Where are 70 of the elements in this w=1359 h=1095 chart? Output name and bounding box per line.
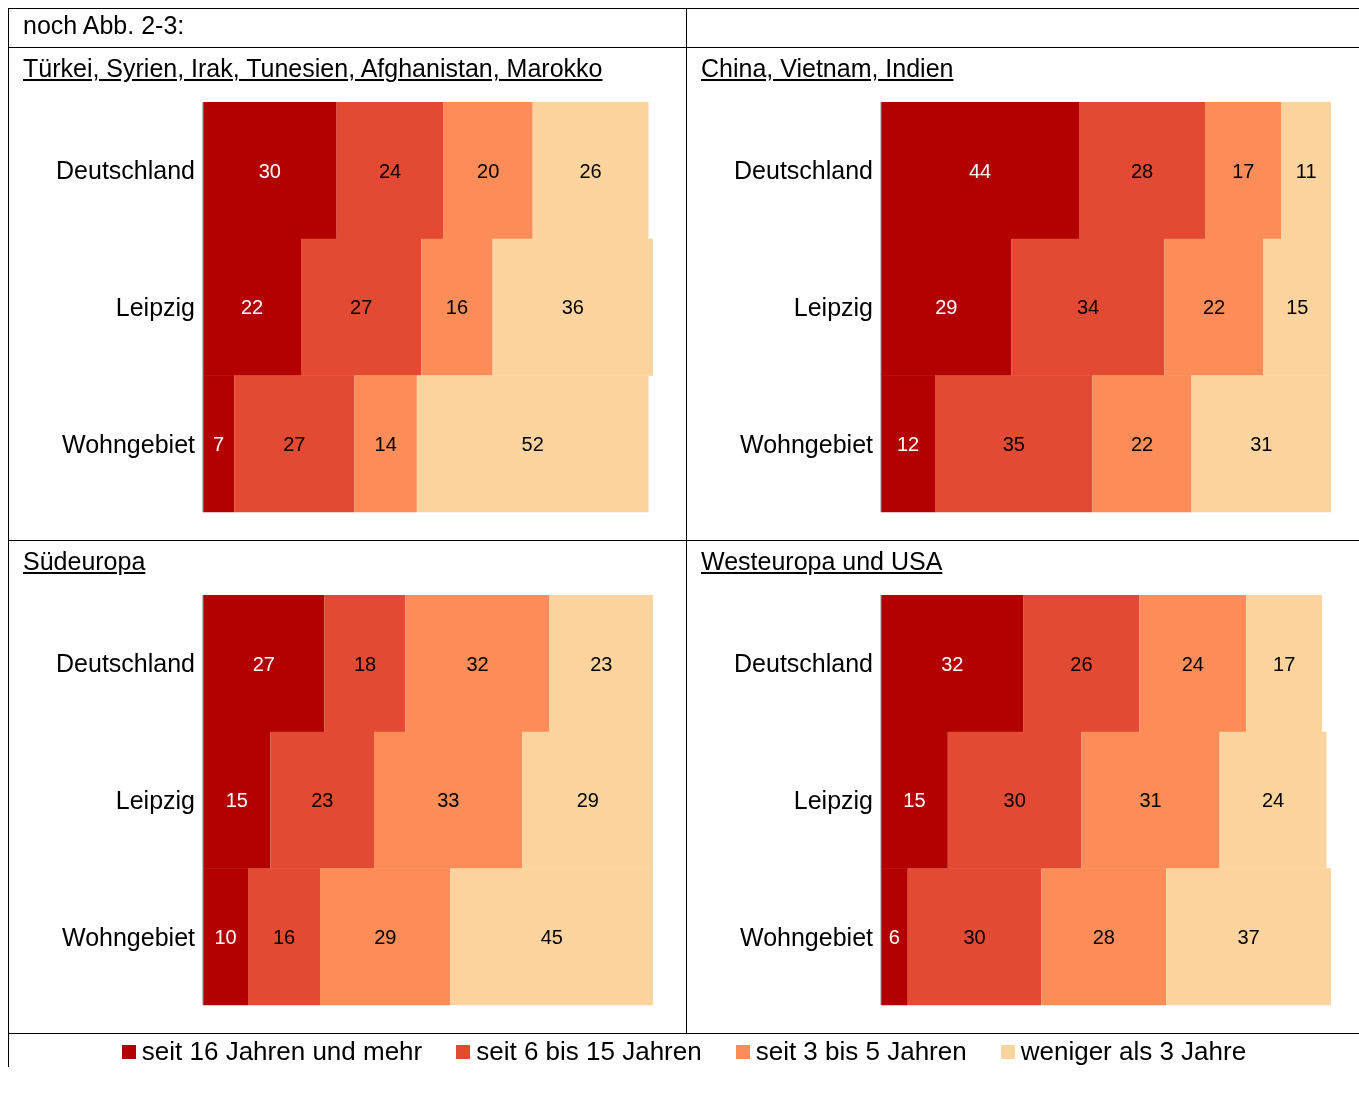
data-label: 24 [1261, 789, 1285, 812]
data-label: 31 [1139, 789, 1162, 812]
data-label: 35 [1002, 432, 1025, 455]
y-tick-label: Wohngebiet [740, 429, 874, 458]
data-label: 22 [1130, 432, 1154, 455]
data-label: 26 [1070, 652, 1093, 675]
y-tick-label: Wohngebiet [62, 429, 196, 458]
y-tick-label: Deutschland [56, 156, 195, 185]
data-label: 28 [1092, 925, 1115, 948]
data-label: 10 [214, 925, 237, 948]
data-label: 22 [240, 296, 264, 319]
data-label: 26 [579, 159, 602, 182]
data-label: 28 [1130, 159, 1154, 182]
y-tick-label: Wohngebiet [740, 922, 874, 951]
data-label: 16 [272, 925, 296, 948]
data-label: 22 [1202, 296, 1226, 319]
data-label: 12 [896, 432, 920, 455]
data-label: 29 [935, 296, 958, 319]
data-label: 15 [225, 789, 248, 812]
chart-title: Türkei, Syrien, Irak, Tunesien, Afghanistan, Marokko [23, 54, 604, 84]
data-label: 30 [258, 159, 281, 182]
data-label: 20 [477, 159, 500, 182]
bar [354, 375, 417, 513]
legend-label: seit 6 bis 15 Jahren [475, 1036, 702, 1067]
legend-label: seit 3 bis 5 Jahren [754, 1036, 967, 1067]
chart-title: Südeuropa [23, 547, 147, 577]
data-label: 27 [350, 296, 373, 319]
data-label: 27 [252, 652, 275, 675]
text: noch Abb. 2-3: [23, 11, 185, 39]
chart-title: China, Vietnam, Indien [701, 54, 955, 84]
data-label: 18 [353, 652, 377, 675]
data-label: 11 [1295, 159, 1317, 182]
y-tick-label: Leipzig [793, 785, 873, 814]
data-label: 30 [963, 925, 986, 948]
data-label: 15 [903, 789, 926, 812]
y-tick-label: Leipzig [793, 292, 873, 321]
data-label: 32 [466, 652, 489, 675]
data-label: 34 [1076, 296, 1100, 319]
data-label: 24 [1181, 652, 1205, 675]
data-label: 30 [1003, 789, 1026, 812]
data-label: 37 [1237, 925, 1260, 948]
data-label: 32 [941, 652, 964, 675]
data-label: 24 [379, 159, 402, 182]
y-tick-label: Deutschland [734, 649, 873, 678]
legend-label: weniger als 3 Jahre [1019, 1036, 1247, 1067]
data-label: 7 [213, 432, 225, 455]
legend-label: seit 16 Jahren und mehr [140, 1036, 423, 1067]
data-label: 17 [1273, 652, 1296, 675]
data-label: 16 [445, 296, 469, 319]
data-label: 52 [521, 432, 544, 455]
y-tick-label: Deutschland [734, 156, 873, 185]
data-label: 17 [1232, 159, 1255, 182]
data-label: 33 [437, 789, 460, 812]
data-label: 31 [1250, 432, 1273, 455]
y-tick-label: Leipzig [115, 292, 195, 321]
data-label: 15 [1286, 296, 1309, 319]
y-tick-label: Leipzig [115, 785, 195, 814]
data-label: 29 [576, 789, 599, 812]
data-label: 27 [283, 432, 306, 455]
chart-title: Westeuropa und USA [701, 547, 944, 577]
data-label: 23 [311, 789, 334, 812]
data-label: 29 [374, 925, 397, 948]
y-tick-label: Deutschland [56, 649, 195, 678]
data-label: 6 [888, 925, 900, 948]
y-tick-label: Wohngebiet [62, 922, 196, 951]
data-label: 45 [540, 925, 563, 948]
data-label: 23 [590, 652, 613, 675]
data-label: 36 [561, 296, 584, 319]
data-label: 44 [968, 159, 992, 182]
data-label: 14 [374, 432, 397, 455]
